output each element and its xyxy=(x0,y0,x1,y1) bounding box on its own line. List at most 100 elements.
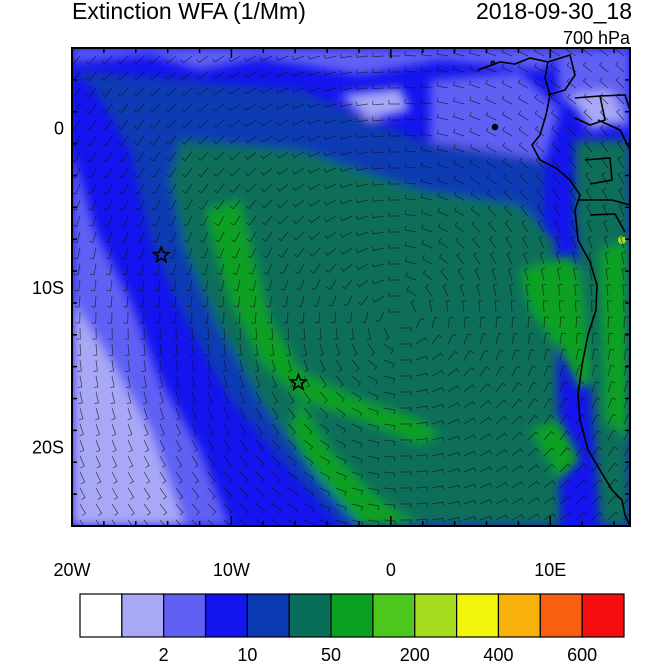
wind-barb xyxy=(276,103,289,110)
wind-barb xyxy=(453,191,465,201)
wind-barb xyxy=(212,103,225,112)
wind-barb xyxy=(307,55,321,60)
wind-barb xyxy=(437,160,449,169)
wind-barb xyxy=(558,284,563,297)
wind-barb xyxy=(340,53,353,59)
wind-barb xyxy=(543,381,553,393)
wind-barb xyxy=(543,398,554,409)
wind-barb xyxy=(111,407,116,421)
wind-barb xyxy=(175,503,184,516)
wind-barb xyxy=(551,125,561,137)
wind-barb xyxy=(251,311,257,324)
wind-barb xyxy=(351,423,363,433)
wind-barb xyxy=(234,295,241,308)
wind-barb xyxy=(527,332,535,345)
wind-barb xyxy=(319,439,330,450)
wind-barb xyxy=(437,192,449,201)
wind-barb xyxy=(249,279,257,292)
wind-barb xyxy=(283,311,289,324)
wind-barb xyxy=(616,108,625,121)
wind-barb xyxy=(216,263,225,275)
wind-barb xyxy=(567,141,577,153)
wind-barb xyxy=(511,448,524,457)
wind-barb xyxy=(175,471,183,484)
wind-barb xyxy=(150,183,161,195)
wind-barb xyxy=(621,268,627,281)
wind-barb xyxy=(319,343,324,357)
wind-barb xyxy=(223,391,229,405)
wind-barb xyxy=(213,167,225,177)
wind-barb xyxy=(308,167,321,174)
wind-barb xyxy=(244,103,257,111)
wind-barb xyxy=(173,343,178,356)
wind-barb xyxy=(319,487,331,497)
wind-barb xyxy=(495,482,508,489)
wind-barb xyxy=(437,223,449,233)
wind-barb xyxy=(220,327,225,340)
wind-barb xyxy=(355,215,369,220)
wind-barb xyxy=(367,487,380,495)
wind-barb xyxy=(149,103,161,113)
wind-barb xyxy=(107,295,113,308)
wind-barb xyxy=(244,87,257,95)
wind-barb xyxy=(553,204,561,217)
wind-barb xyxy=(103,183,113,195)
wind-barb xyxy=(495,416,508,425)
wind-barb xyxy=(534,78,545,89)
map-frame xyxy=(71,47,631,527)
wind-barb xyxy=(169,263,177,276)
wind-barb xyxy=(275,55,289,61)
wind-barb xyxy=(463,467,477,473)
wind-barb xyxy=(79,407,84,421)
wind-barb xyxy=(215,247,225,259)
wind-barb xyxy=(453,112,465,121)
wind-barb xyxy=(323,103,337,108)
wind-barb xyxy=(223,375,228,389)
wind-barb xyxy=(203,311,209,324)
wind-barb xyxy=(108,327,113,340)
wind-barb xyxy=(260,55,273,62)
wind-barb xyxy=(308,183,321,191)
wind-barb xyxy=(559,316,565,329)
wind-barb xyxy=(253,343,259,356)
wind-barb xyxy=(341,279,353,289)
wind-barb xyxy=(623,462,630,473)
wind-barb xyxy=(239,519,249,526)
wind-barb xyxy=(95,471,102,484)
wind-barb xyxy=(404,146,417,153)
wind-barb xyxy=(111,503,119,516)
wind-barb xyxy=(207,391,213,405)
wind-barb xyxy=(239,391,245,405)
wind-barb xyxy=(383,471,396,478)
wind-barb xyxy=(239,375,245,389)
wind-barb xyxy=(415,337,428,345)
wind-barb xyxy=(102,119,113,130)
coastline xyxy=(477,53,630,526)
wind-barb xyxy=(372,100,385,106)
wind-barb xyxy=(335,471,347,481)
wind-barb xyxy=(543,513,556,521)
wind-barb xyxy=(372,84,385,90)
wind-barb xyxy=(405,272,417,281)
wind-barb xyxy=(623,496,630,505)
wind-barb xyxy=(431,453,444,458)
wind-barb xyxy=(207,487,216,500)
wind-barb xyxy=(154,295,161,308)
wind-barb xyxy=(438,238,449,249)
wind-barb xyxy=(447,484,461,489)
wind-barb xyxy=(95,455,101,469)
wind-barb xyxy=(291,103,305,109)
wind-barb xyxy=(261,215,273,225)
wind-barb xyxy=(570,220,577,233)
wind-barb xyxy=(239,423,247,436)
wind-barb xyxy=(400,375,412,380)
wind-barb xyxy=(575,300,580,313)
wind-barb xyxy=(151,199,161,211)
wind-barb xyxy=(510,300,516,313)
wind-barb xyxy=(244,151,257,160)
wind-barb xyxy=(575,446,587,457)
wind-barb xyxy=(276,87,289,94)
wind-barb xyxy=(101,103,113,114)
wind-barb xyxy=(94,391,99,404)
wind-barb xyxy=(127,439,133,453)
